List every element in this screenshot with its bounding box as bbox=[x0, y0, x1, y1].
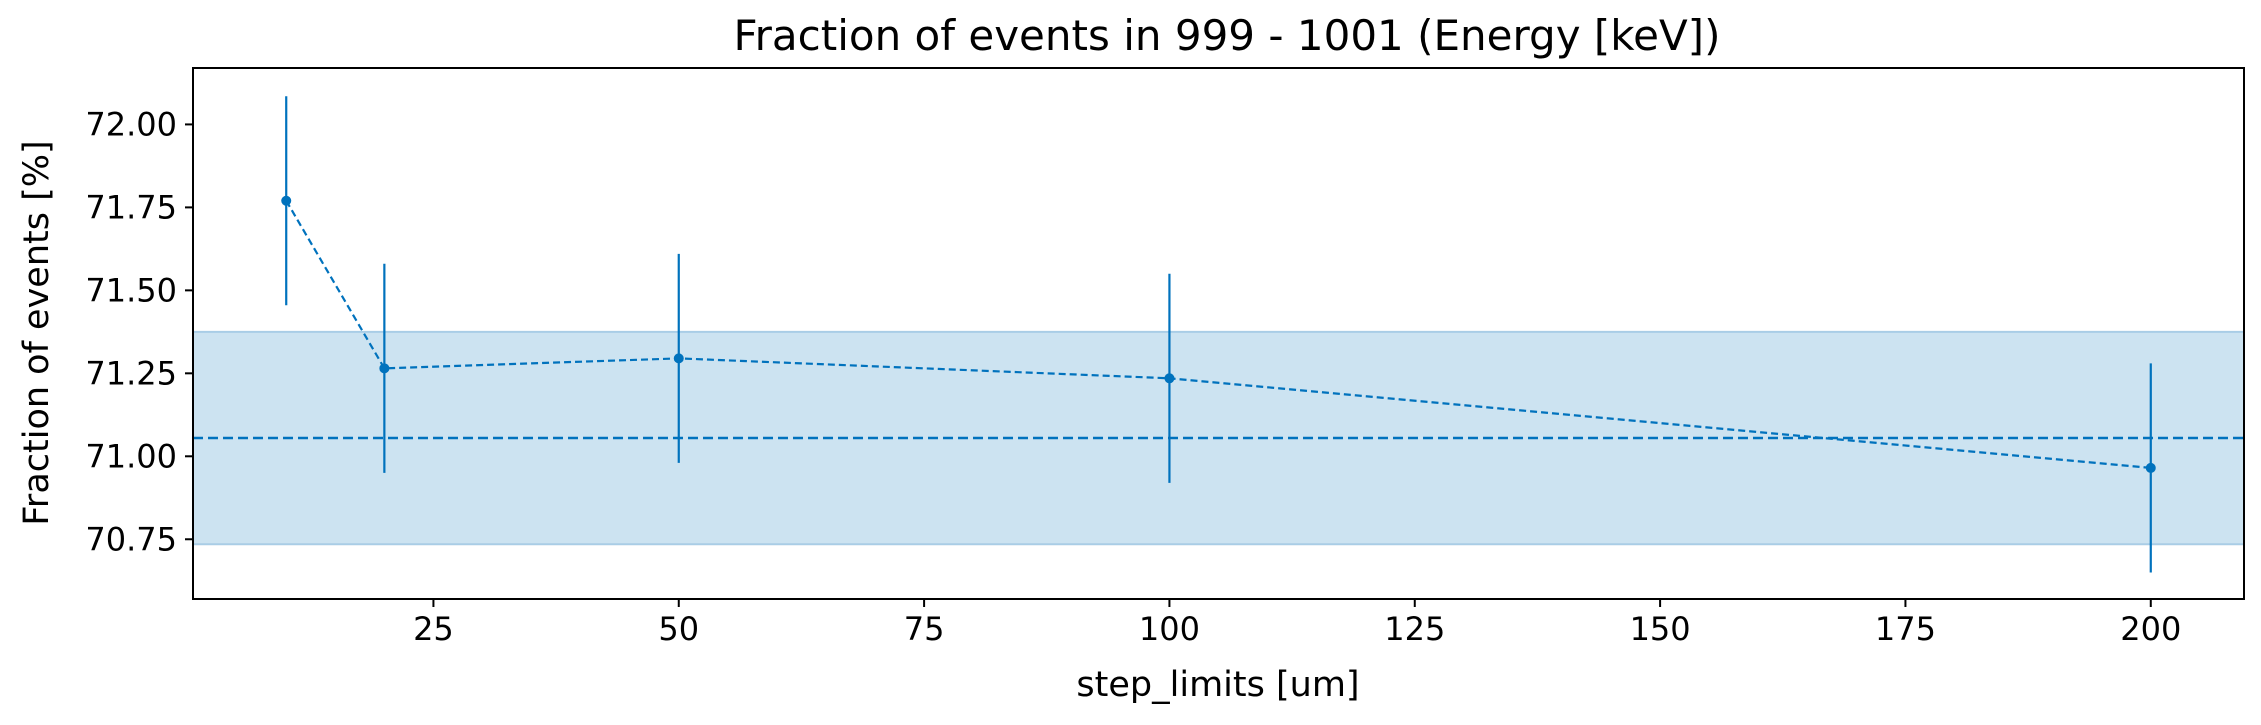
y-tick-label: 72.00 bbox=[85, 105, 177, 143]
x-tick-label: 125 bbox=[1384, 610, 1445, 648]
chart-title: Fraction of events in 999 - 1001 (Energy… bbox=[734, 11, 1721, 60]
y-tick-label: 71.00 bbox=[85, 437, 177, 475]
plot-frame bbox=[192, 67, 2245, 600]
x-axis-title: step_limits [um] bbox=[1076, 665, 1359, 705]
data-point bbox=[1164, 373, 1175, 384]
x-tick-label: 150 bbox=[1630, 610, 1691, 648]
x-axis-ticks: 25 50 75 100 125 150 175 200 bbox=[413, 599, 2181, 648]
data-point bbox=[673, 353, 684, 364]
y-tick-label: 71.25 bbox=[85, 354, 177, 392]
y-tick-label: 70.75 bbox=[85, 520, 177, 558]
x-tick-label: 25 bbox=[413, 610, 454, 648]
x-tick-label: 100 bbox=[1139, 610, 1200, 648]
x-tick-label: 200 bbox=[2120, 610, 2181, 648]
y-tick-label: 71.50 bbox=[85, 271, 177, 309]
data-point bbox=[2145, 462, 2156, 473]
y-axis-title: Fraction of events [%] bbox=[17, 140, 57, 525]
y-axis-ticks: 70.75 71.00 71.25 71.50 71.75 72.00 bbox=[85, 105, 193, 558]
x-tick-label: 75 bbox=[904, 610, 945, 648]
x-tick-label: 50 bbox=[658, 610, 699, 648]
data-point bbox=[379, 363, 390, 374]
y-tick-label: 71.75 bbox=[85, 188, 177, 226]
x-tick-label: 175 bbox=[1875, 610, 1936, 648]
series-layer bbox=[281, 96, 2156, 573]
data-point bbox=[281, 195, 292, 206]
